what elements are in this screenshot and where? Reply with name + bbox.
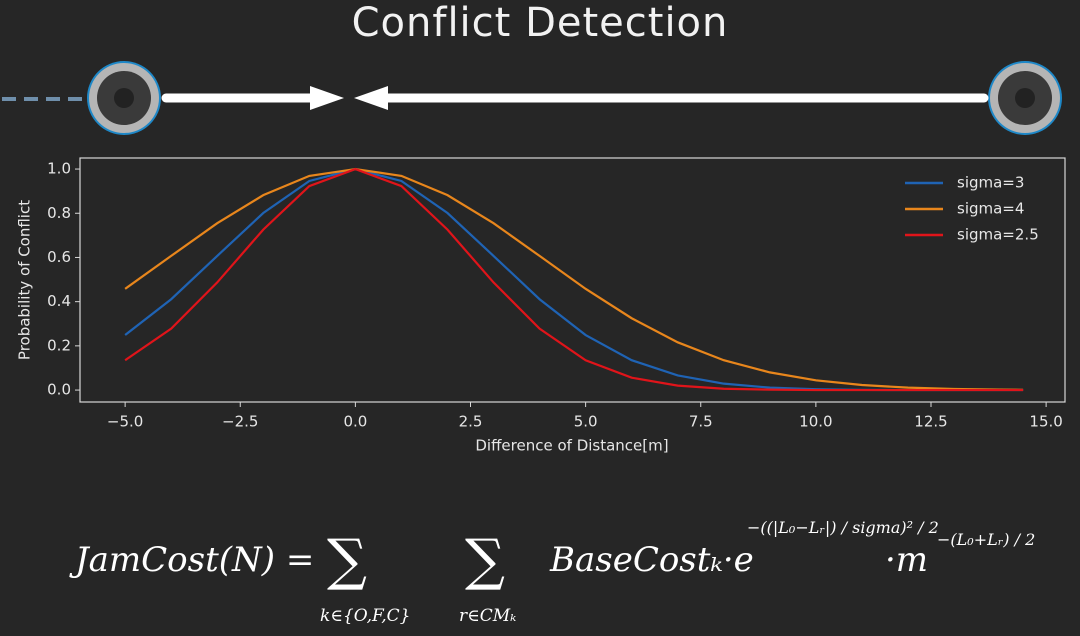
y-axis-label: Probability of Conflict [16,200,34,360]
robot-center [1015,88,1035,108]
x-tick-label: 10.0 [799,413,832,431]
formula-term: BaseCostₖ·e [550,540,754,580]
x-tick-label: −2.5 [222,413,258,431]
x-tick-label: 0.0 [343,413,367,431]
x-tick-label: 5.0 [574,413,598,431]
y-tick-label: 0.0 [47,381,71,399]
arrow-head [354,86,388,110]
y-tick-label: 1.0 [47,160,71,178]
y-tick-label: 0.2 [47,336,71,354]
legend-label: sigma=3 [957,174,1024,192]
x-tick-label: −5.0 [107,413,143,431]
line-series [124,167,1024,392]
x-tick-label: 7.5 [689,413,713,431]
x-axis-label: Difference of Distance[m] [475,437,668,455]
sum-symbol: ∑ [465,528,505,593]
y-tick-label: 0.4 [47,292,71,310]
legend-label: sigma=2.5 [957,226,1039,244]
robot-center [114,88,134,108]
formula: JamCost(N) = ∑ k∈{O,F,C} ∑ r∈CMₖ BaseCos… [75,518,1075,636]
arrow-head [310,86,344,110]
formula-lhs: JamCost(N) = [75,540,315,580]
x-tick-label: 15.0 [1029,413,1062,431]
plot-frame [79,157,1066,403]
scene-illustration [2,61,1062,135]
legend-label: sigma=4 [957,200,1024,218]
sum-index: r∈CMₖ [459,606,517,626]
formula-term: ·m [885,540,929,580]
x-tick-label: 12.5 [914,413,947,431]
slide-title: Conflict Detection [351,0,729,46]
y-tick-label: 0.6 [47,248,71,266]
sum-index: k∈{O,F,C} [320,606,411,626]
line-series [124,167,1024,391]
sum-symbol: ∑ [327,528,367,593]
x-tick-label: 2.5 [459,413,483,431]
y-tick-label: 0.8 [47,204,71,222]
formula-exponent: −((|L₀−Lᵣ|) / sigma)² / 2 [747,518,939,537]
formula-exponent: −(L₀+Lᵣ) / 2 [937,530,1036,549]
